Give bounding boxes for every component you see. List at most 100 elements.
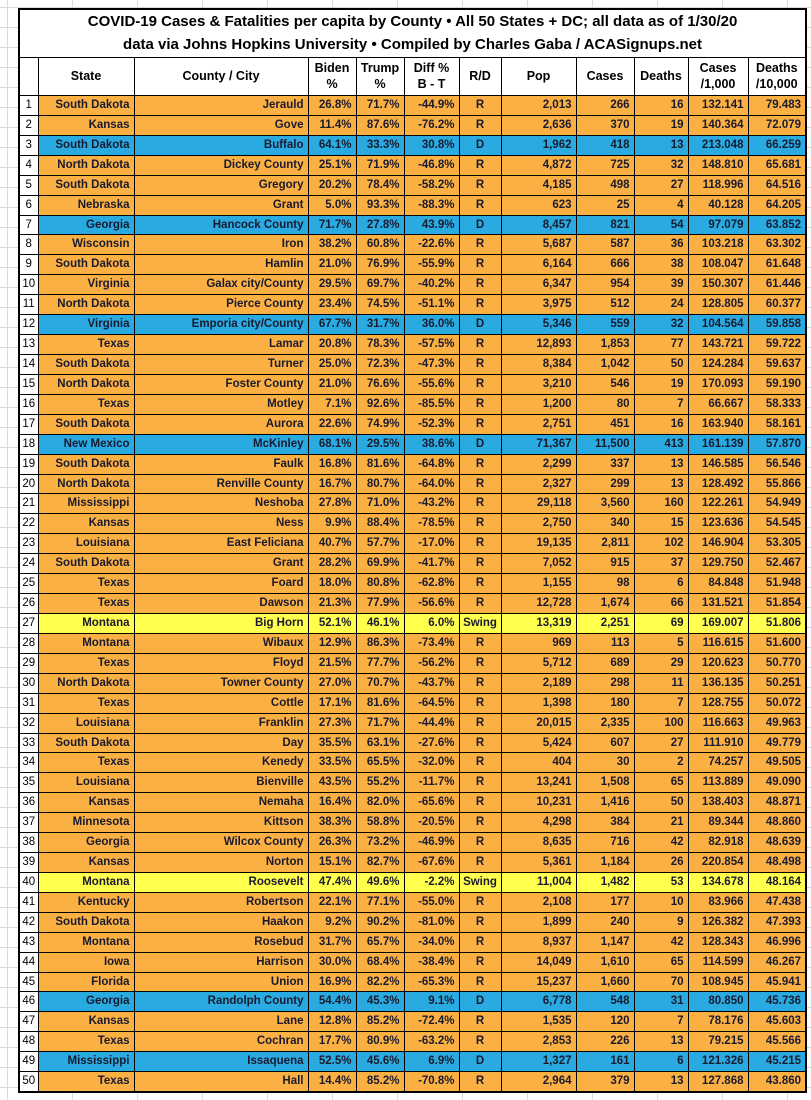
cell-state[interactable]: Kansas xyxy=(37,852,135,873)
cell-deaths[interactable]: 413 xyxy=(633,433,689,455)
cell-cases[interactable]: 266 xyxy=(575,95,635,116)
cell-deaths[interactable]: 37 xyxy=(633,553,689,575)
cell-deaths-per-10000[interactable]: 49.779 xyxy=(747,732,807,754)
cell-deaths-per-10000[interactable]: 58.333 xyxy=(747,393,807,415)
cell-trump-pct[interactable]: 85.2% xyxy=(355,1071,405,1093)
cell-diff-pct[interactable]: -76.2% xyxy=(403,114,460,136)
cell-deaths-per-10000[interactable]: 48.164 xyxy=(747,871,807,893)
cell-cases-per-1000[interactable]: 79.215 xyxy=(687,1031,749,1053)
cell-deaths[interactable]: 42 xyxy=(633,931,689,953)
cell-cases[interactable]: 607 xyxy=(575,732,635,754)
cell-cases[interactable]: 370 xyxy=(575,114,635,136)
cell-rank[interactable]: 29 xyxy=(18,652,39,674)
cell-cases[interactable]: 1,508 xyxy=(575,772,635,794)
cell-state[interactable]: Kansas xyxy=(37,1011,135,1033)
cell-rd[interactable]: R xyxy=(458,772,502,794)
cell-pop[interactable]: 2,853 xyxy=(500,1031,577,1053)
cell-cases-per-1000[interactable]: 124.284 xyxy=(687,353,749,375)
cell-rank[interactable]: 10 xyxy=(18,274,39,296)
cell-trump-pct[interactable]: 72.3% xyxy=(355,353,405,375)
cell-trump-pct[interactable]: 76.6% xyxy=(355,373,405,395)
cell-rd[interactable]: R xyxy=(458,174,502,196)
cell-rd[interactable]: R xyxy=(458,154,502,176)
cell-state[interactable]: South Dakota xyxy=(37,413,135,435)
cell-state[interactable]: Louisiana xyxy=(37,533,135,555)
cell-trump-pct[interactable]: 46.1% xyxy=(355,612,405,634)
cell-cases-per-1000[interactable]: 136.135 xyxy=(687,672,749,694)
cell-deaths[interactable]: 6 xyxy=(633,573,689,595)
cell-diff-pct[interactable]: -55.9% xyxy=(403,254,460,276)
cell-deaths[interactable]: 26 xyxy=(633,852,689,873)
cell-pop[interactable]: 8,457 xyxy=(500,214,577,236)
cell-deaths-per-10000[interactable]: 45.941 xyxy=(747,971,807,993)
cell-rd[interactable]: R xyxy=(458,792,502,814)
cell-diff-pct[interactable]: -44.9% xyxy=(403,95,460,116)
cell-cases-per-1000[interactable]: 78.176 xyxy=(687,1011,749,1033)
cell-cases[interactable]: 240 xyxy=(575,911,635,933)
cell-biden-pct[interactable]: 26.8% xyxy=(307,95,357,116)
cell-county[interactable]: Emporia city/County xyxy=(133,314,309,336)
cell-deaths-per-10000[interactable]: 63.852 xyxy=(747,214,807,236)
cell-rd[interactable]: R xyxy=(458,413,502,435)
cell-county[interactable]: Turner xyxy=(133,353,309,375)
cell-cases[interactable]: 666 xyxy=(575,254,635,276)
cell-deaths[interactable]: 29 xyxy=(633,652,689,674)
cell-biden-pct[interactable]: 17.1% xyxy=(307,692,357,714)
cell-state[interactable]: South Dakota xyxy=(37,174,135,196)
cell-county[interactable]: Day xyxy=(133,732,309,754)
cell-rank[interactable]: 47 xyxy=(18,1011,39,1033)
cell-cases[interactable]: 954 xyxy=(575,274,635,296)
cell-county[interactable]: Foard xyxy=(133,573,309,595)
cell-diff-pct[interactable]: -38.4% xyxy=(403,951,460,973)
cell-county[interactable]: Roosevelt xyxy=(133,871,309,893)
cell-state[interactable]: Minnesota xyxy=(37,812,135,834)
cell-biden-pct[interactable]: 52.5% xyxy=(307,1051,357,1073)
cell-county[interactable]: Iron xyxy=(133,234,309,256)
cell-biden-pct[interactable]: 21.3% xyxy=(307,593,357,614)
cell-county[interactable]: Hancock County xyxy=(133,214,309,236)
cell-rank[interactable]: 30 xyxy=(18,672,39,694)
cell-state[interactable]: Georgia xyxy=(37,832,135,854)
cell-rank[interactable]: 11 xyxy=(18,294,39,316)
cell-deaths-per-10000[interactable]: 65.681 xyxy=(747,154,807,176)
cell-deaths-per-10000[interactable]: 43.860 xyxy=(747,1071,807,1093)
cell-rank[interactable]: 5 xyxy=(18,174,39,196)
cell-deaths[interactable]: 32 xyxy=(633,314,689,336)
cell-deaths-per-10000[interactable]: 45.603 xyxy=(747,1011,807,1033)
cell-rank[interactable]: 43 xyxy=(18,931,39,953)
cell-cases-per-1000[interactable]: 118.996 xyxy=(687,174,749,196)
cell-county[interactable]: Jerauld xyxy=(133,95,309,116)
cell-rank[interactable]: 27 xyxy=(18,612,39,634)
cell-county[interactable]: Franklin xyxy=(133,712,309,734)
cell-trump-pct[interactable]: 63.1% xyxy=(355,732,405,754)
cell-trump-pct[interactable]: 29.5% xyxy=(355,433,405,455)
cell-rd[interactable]: Swing xyxy=(458,612,502,634)
cell-deaths-per-10000[interactable]: 79.483 xyxy=(747,95,807,116)
cell-county[interactable]: Galax city/County xyxy=(133,274,309,296)
cell-deaths-per-10000[interactable]: 59.858 xyxy=(747,314,807,336)
cell-diff-pct[interactable]: -64.5% xyxy=(403,692,460,714)
cell-deaths[interactable]: 31 xyxy=(633,991,689,1013)
cell-cases[interactable]: 1,482 xyxy=(575,871,635,893)
cell-state[interactable]: North Dakota xyxy=(37,672,135,694)
cell-state[interactable]: Montana xyxy=(37,871,135,893)
cell-rd[interactable]: R xyxy=(458,971,502,993)
cell-cases[interactable]: 80 xyxy=(575,393,635,415)
cell-state[interactable]: Texas xyxy=(37,393,135,415)
cell-trump-pct[interactable]: 33.3% xyxy=(355,134,405,156)
cell-rd[interactable]: D xyxy=(458,314,502,336)
cell-deaths[interactable]: 21 xyxy=(633,812,689,834)
cell-biden-pct[interactable]: 47.4% xyxy=(307,871,357,893)
cell-cases-per-1000[interactable]: 104.564 xyxy=(687,314,749,336)
cell-rank[interactable]: 40 xyxy=(18,871,39,893)
cell-trump-pct[interactable]: 71.9% xyxy=(355,154,405,176)
cell-biden-pct[interactable]: 38.2% xyxy=(307,234,357,256)
cell-cases-per-1000[interactable]: 131.521 xyxy=(687,593,749,614)
cell-pop[interactable]: 2,013 xyxy=(500,95,577,116)
cell-diff-pct[interactable]: 43.9% xyxy=(403,214,460,236)
cell-diff-pct[interactable]: -40.2% xyxy=(403,274,460,296)
cell-rank[interactable]: 37 xyxy=(18,812,39,834)
cell-diff-pct[interactable]: -17.0% xyxy=(403,533,460,555)
cell-deaths-per-10000[interactable]: 59.190 xyxy=(747,373,807,395)
cell-cases-per-1000[interactable]: 121.326 xyxy=(687,1051,749,1073)
